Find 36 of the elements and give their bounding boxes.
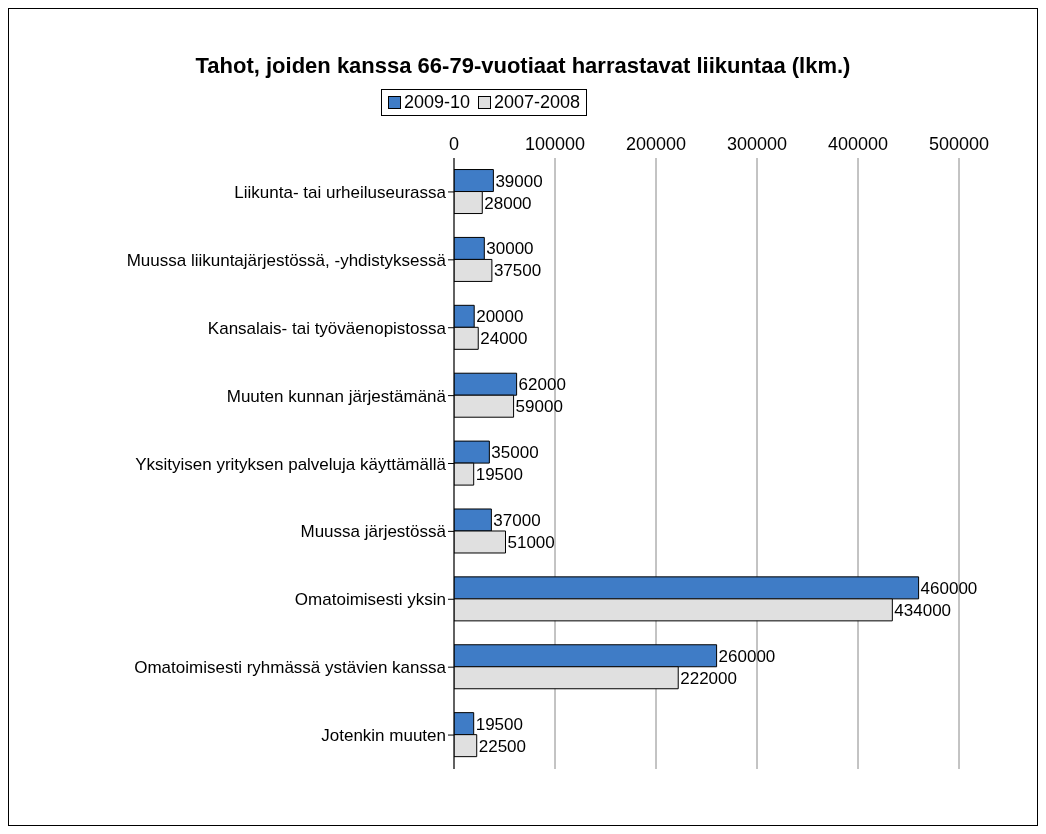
y-tick-label: Kansalais- tai työväenopistossa: [207, 318, 447, 338]
data-label: 460000: [920, 578, 978, 598]
data-label: 260000: [718, 646, 776, 666]
data-label: 24000: [480, 329, 528, 349]
x-tick-label: 400000: [827, 134, 889, 154]
data-label: 30000: [486, 239, 534, 259]
data-label: 59000: [515, 397, 563, 417]
data-label: 22500: [478, 736, 527, 756]
x-tick-label: 200000: [625, 134, 687, 154]
data-label: 39000: [495, 171, 543, 191]
x-tick-label: 500000: [928, 134, 990, 154]
legend-label: 2009-10: [402, 92, 470, 113]
y-tick-label: Jotenkin muuten: [321, 726, 446, 746]
x-tick-label: 300000: [726, 134, 788, 154]
data-label: 28000: [484, 193, 532, 213]
data-label: 62000: [518, 375, 566, 395]
y-tick-label: Muussa järjestössä: [300, 522, 447, 542]
data-label: 19500: [475, 465, 523, 485]
data-label: 20000: [476, 307, 524, 327]
x-tick-label: 0: [448, 134, 460, 154]
data-label: 19500: [475, 714, 523, 734]
data-label: 434000: [894, 600, 952, 620]
data-label: 37000: [493, 511, 541, 531]
legend-label: 2007-2008: [493, 92, 581, 113]
data-label: 222000: [680, 668, 737, 688]
y-tick-label: Liikunta- tai urheiluseurassa: [234, 182, 447, 202]
y-tick-label: Muuten kunnan järjestämänä: [226, 386, 447, 406]
y-tick-label: Omatoimisesti ryhmässä ystävien kanssa: [134, 658, 447, 678]
data-label: 35000: [491, 443, 539, 463]
y-tick-label: Omatoimisesti yksin: [294, 590, 446, 610]
data-label: 37500: [493, 261, 542, 281]
chart-title: Tahot, joiden kanssa 66-79-vuotiaat harrastavat liikuntaa (lkm.): [194, 52, 852, 79]
x-tick-label: 100000: [524, 134, 586, 154]
data-label: 51000: [507, 533, 555, 553]
y-tick-label: Yksityisen yrityksen palveluja käyttämällä: [135, 454, 447, 474]
y-tick-label: Muussa liikuntajärjestössä, -yhdistyksessä: [126, 250, 447, 270]
